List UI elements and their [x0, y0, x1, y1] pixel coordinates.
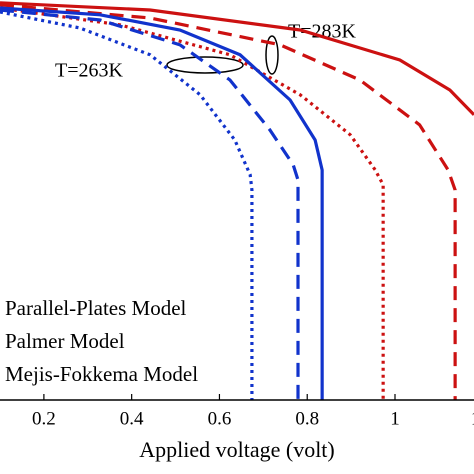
annotation-ellipse — [265, 35, 279, 75]
legend-label: Mejis-Fokkema Model — [5, 362, 198, 386]
annotation: T=283K — [288, 21, 356, 43]
x-tick-label: 0.8 — [295, 408, 319, 429]
x-tick-label: 0.6 — [208, 408, 232, 429]
x-tick-label: 0.4 — [120, 408, 144, 429]
line-series — [0, 6, 324, 400]
x-tick-label: 0.2 — [32, 408, 56, 429]
legend-label: Palmer Model — [5, 329, 125, 353]
annotation-ellipse — [166, 56, 244, 74]
line-series — [0, 8, 300, 400]
line-series — [0, 3, 457, 400]
line-series — [0, 1, 474, 116]
x-tick-label: 1.2 — [471, 408, 474, 429]
line-series — [0, 10, 254, 400]
x-axis-label: Applied voltage (volt) — [139, 437, 335, 462]
legend-label: Parallel-Plates Model — [5, 296, 187, 320]
annotation: T=263K — [55, 60, 123, 82]
line-series — [0, 6, 385, 400]
x-tick-label: 1 — [390, 408, 400, 429]
